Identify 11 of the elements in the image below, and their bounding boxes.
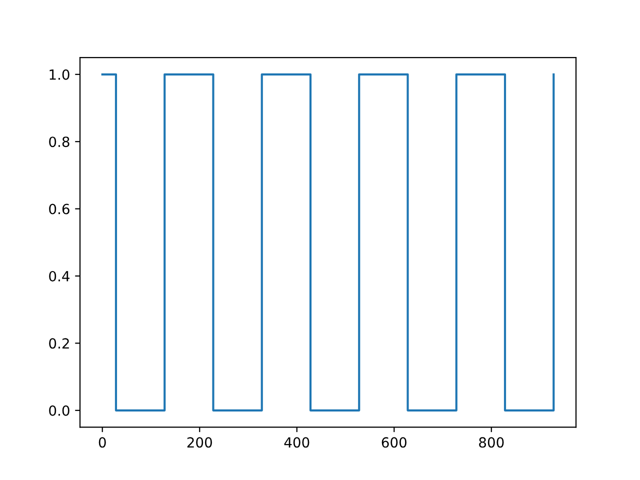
x-tick-label: 600	[382, 437, 406, 448]
y-tick-label: 1.0	[50, 69, 70, 80]
x-tick-label: 400	[284, 437, 310, 448]
x-tick-label: 200	[187, 437, 212, 448]
y-tick-label: 0.6	[49, 204, 70, 214]
y-tick-label: 0.0	[49, 405, 70, 416]
x-tick-label: 0	[98, 437, 106, 448]
y-tick-label: 0.4	[49, 270, 70, 282]
x-tick-label: 800	[479, 437, 504, 448]
y-tick-label: 0.8	[49, 136, 70, 148]
y-tick-label: 0.2	[49, 338, 69, 349]
